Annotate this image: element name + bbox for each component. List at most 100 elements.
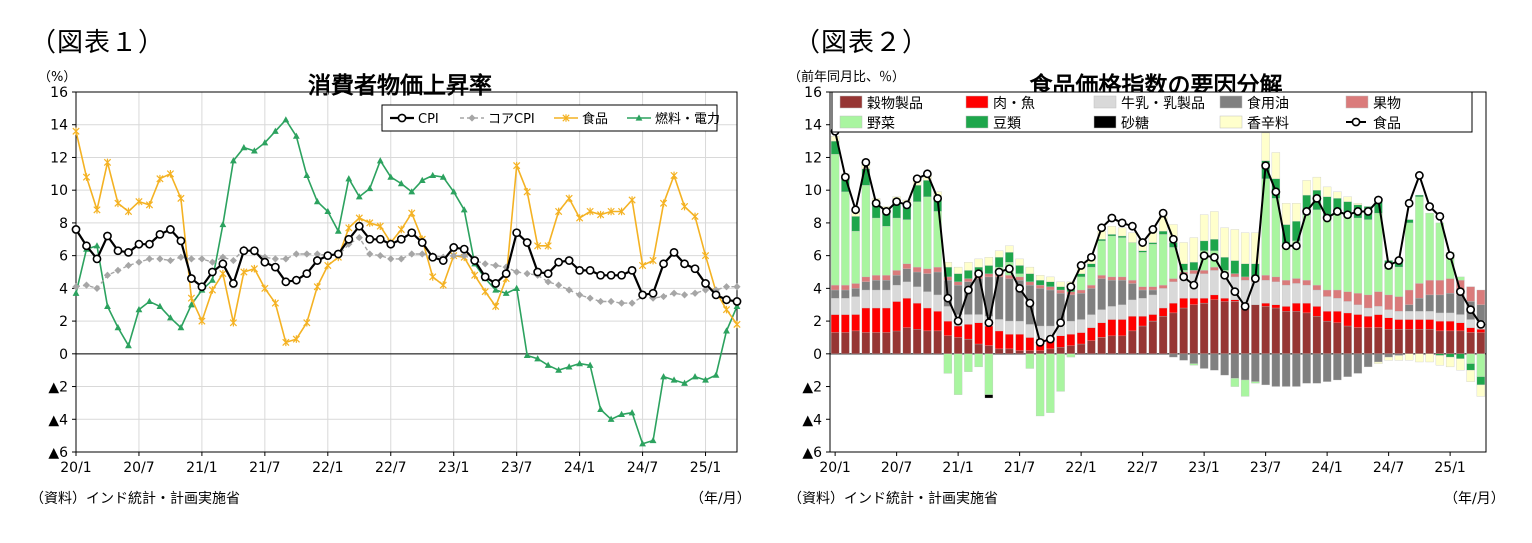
bar-segment xyxy=(1312,316,1322,354)
bar-segment xyxy=(1148,286,1158,291)
data-point xyxy=(92,254,102,264)
data-point xyxy=(208,258,216,266)
data-point xyxy=(366,219,374,227)
bar-segment xyxy=(1302,302,1311,314)
bar-segment xyxy=(1025,353,1035,369)
bar-segment xyxy=(1353,327,1363,354)
bar-segment xyxy=(1179,353,1188,361)
food-point xyxy=(1179,272,1189,282)
data-point xyxy=(313,250,321,258)
data-point xyxy=(282,255,290,263)
figure-2-x-unit: （年/月） xyxy=(1444,491,1505,507)
bar-segment xyxy=(1230,299,1240,302)
data-point xyxy=(534,242,542,250)
data-point xyxy=(125,342,132,349)
bar-segment xyxy=(1404,311,1414,320)
x-tick-label: 24/1 xyxy=(564,460,595,476)
bar-segment xyxy=(1199,273,1209,299)
data-point xyxy=(480,272,490,282)
bar-segment xyxy=(912,266,922,273)
data-point xyxy=(197,282,207,292)
data-point xyxy=(408,209,416,217)
bar-segment xyxy=(1353,203,1363,206)
food-point xyxy=(1199,251,1209,261)
bar-segment xyxy=(1148,244,1158,287)
bar-segment xyxy=(1394,311,1404,320)
data-point xyxy=(428,252,438,262)
bar-segment xyxy=(1322,186,1332,197)
bar-segment xyxy=(1158,288,1168,309)
bar-segment xyxy=(841,314,850,333)
bar-segment xyxy=(1005,348,1014,354)
bar-segment xyxy=(1117,280,1127,305)
bar-segment xyxy=(1281,353,1291,387)
data-point xyxy=(733,283,741,291)
bar-segment xyxy=(1117,335,1127,354)
data-point xyxy=(103,231,112,241)
cpi-line-chart: ▲6 ▲4 ▲2 0 2 4 6 8 10 12 14 16 20/1 20/7 21/1 21/7 22/1 2… xyxy=(48,85,742,476)
bar-segment xyxy=(1404,304,1414,312)
food-point xyxy=(953,316,963,326)
x-tick-label: 23/7 xyxy=(501,460,532,476)
data-point xyxy=(712,371,720,378)
bar-segment xyxy=(1189,298,1199,305)
legend-label: コアCPI xyxy=(488,112,535,127)
data-point xyxy=(438,256,448,265)
bar-segment xyxy=(1240,276,1250,281)
bar-segment xyxy=(1353,293,1363,305)
bar-segment xyxy=(1271,152,1281,179)
bar-segment xyxy=(902,268,912,282)
data-point xyxy=(691,289,699,297)
data-point xyxy=(596,270,606,280)
data-point xyxy=(659,292,668,301)
legend-label: 砂糖 xyxy=(1121,116,1149,132)
data-point xyxy=(429,273,437,281)
data-point xyxy=(333,249,343,259)
bar-segment xyxy=(1425,311,1434,320)
bar-segment xyxy=(1333,298,1342,312)
bar-segment xyxy=(1343,301,1352,314)
y-tick-label: 0 xyxy=(813,347,822,363)
series-line xyxy=(75,224,738,303)
food-point xyxy=(871,198,881,208)
data-point xyxy=(166,256,175,265)
data-point xyxy=(103,271,112,279)
data-point xyxy=(544,361,552,368)
data-point xyxy=(155,229,165,239)
figure-2-unit: （前年同月比、％） xyxy=(788,70,906,85)
data-point xyxy=(303,250,311,258)
bar-segment xyxy=(1046,281,1055,287)
x-tick-label: 21/1 xyxy=(942,460,973,476)
bar-segment xyxy=(974,322,983,345)
bar-segment xyxy=(1374,327,1383,354)
bar-segment xyxy=(882,226,891,276)
bar-segment xyxy=(994,250,1004,258)
data-point xyxy=(733,320,741,329)
data-point xyxy=(271,255,279,263)
bar-segment xyxy=(964,314,973,325)
data-point xyxy=(607,207,615,216)
food-point xyxy=(912,174,922,184)
data-point xyxy=(491,279,501,288)
data-point xyxy=(396,234,406,244)
data-point xyxy=(439,173,447,180)
bar-segment xyxy=(1384,268,1393,296)
bar-segment xyxy=(1404,353,1414,361)
data-point xyxy=(250,264,258,273)
data-point xyxy=(564,256,574,265)
y-tick-label: 2 xyxy=(813,314,822,330)
data-point xyxy=(723,327,730,334)
bar-segment xyxy=(882,289,891,309)
bar-segment xyxy=(1025,337,1035,351)
bar-segment xyxy=(1138,325,1147,354)
data-point xyxy=(250,147,258,154)
x-tick-label: 24/7 xyxy=(1373,460,1404,476)
food-point xyxy=(922,169,932,179)
food-point xyxy=(1373,195,1383,205)
bar-segment xyxy=(974,258,983,268)
bar-segment xyxy=(882,275,891,281)
data-point xyxy=(459,244,469,254)
bar-segment xyxy=(933,330,942,354)
bar-segment xyxy=(1415,194,1424,197)
bar-segment xyxy=(1343,291,1352,302)
